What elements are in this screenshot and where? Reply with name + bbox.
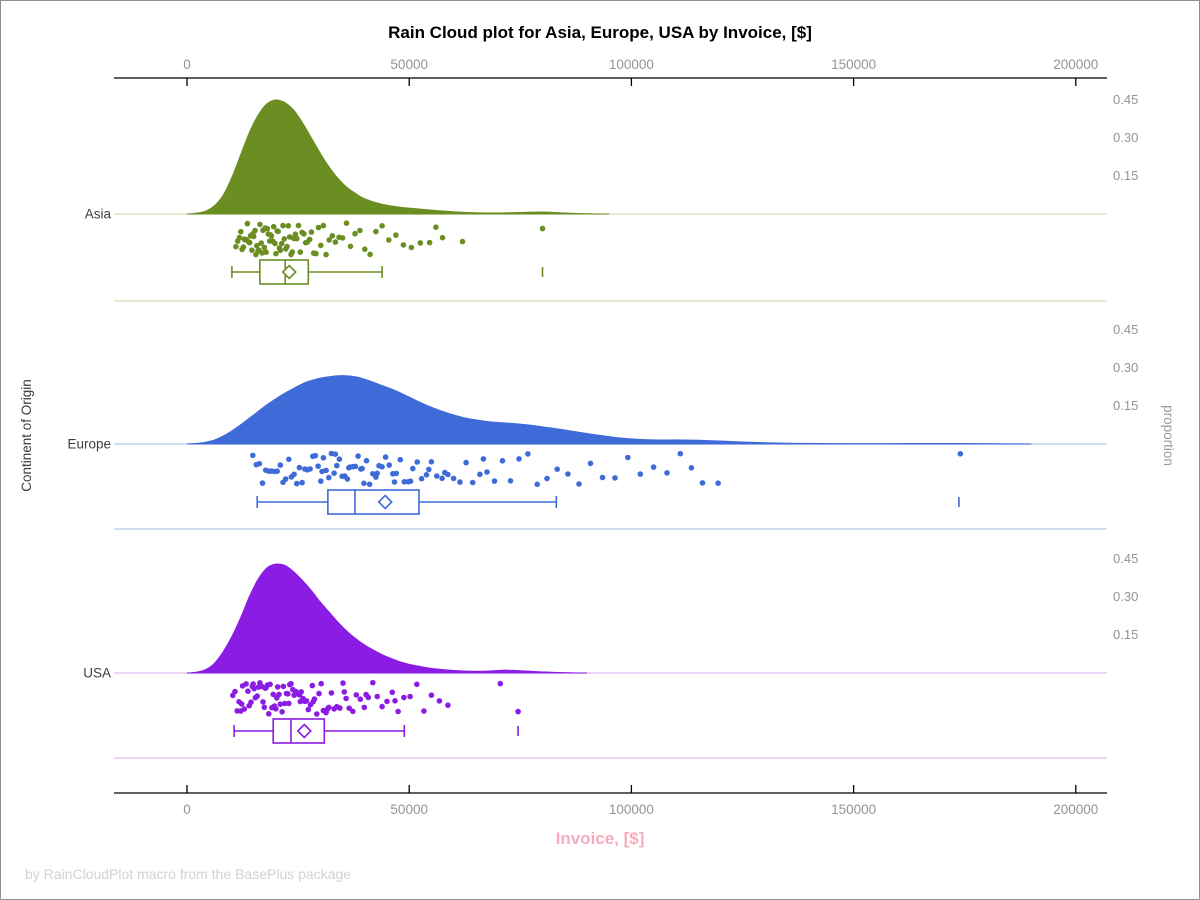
asia-density-cloud xyxy=(186,99,610,215)
bottom-axis-tick-label: 0 xyxy=(183,802,191,817)
right-axis-label-wrap: proportion xyxy=(1153,78,1183,793)
top-axis-tick-label: 0 xyxy=(183,57,191,72)
top-axis-tick-label: 150000 xyxy=(831,57,876,72)
usa-density-cloud xyxy=(186,563,588,674)
asia-proportion-tick-label: 0.15 xyxy=(1113,168,1138,183)
europe-proportion-tick-label: 0.45 xyxy=(1113,322,1138,337)
asia-strip-points xyxy=(233,220,546,258)
usa-strip-points xyxy=(230,679,521,717)
top-axis-tick-label: 50000 xyxy=(390,57,428,72)
europe-strip-points xyxy=(250,450,964,488)
usa-proportion-tick-label: 0.30 xyxy=(1113,589,1138,604)
bottom-axis-tick-label: 100000 xyxy=(609,802,654,817)
europe-proportion-tick-label: 0.15 xyxy=(1113,398,1138,413)
usa-proportion-tick-label: 0.15 xyxy=(1113,627,1138,642)
bottom-axis-tick-label: 150000 xyxy=(831,802,876,817)
bottom-axis-tick-label: 200000 xyxy=(1053,802,1098,817)
usa-proportion-tick-label: 0.45 xyxy=(1113,551,1138,566)
category-label-usa: USA xyxy=(83,666,111,681)
category-label-europe: Europe xyxy=(67,437,111,452)
footer-credit: by RainCloudPlot macro from the BasePlus… xyxy=(25,866,352,882)
asia-proportion-tick-label: 0.45 xyxy=(1113,92,1138,107)
chart-title: Rain Cloud plot for Asia, Europe, USA by… xyxy=(388,23,812,42)
usa-boxplot xyxy=(233,718,519,744)
asia-boxplot xyxy=(231,259,544,285)
x-axis-label: Invoice, [$] xyxy=(555,829,645,848)
right-axis-label: proportion xyxy=(1160,405,1176,466)
europe-density-cloud xyxy=(186,375,1032,445)
category-label-asia: Asia xyxy=(85,207,112,222)
europe-proportion-tick-label: 0.30 xyxy=(1113,360,1138,375)
y-axis-label-wrap: Continent of Origin xyxy=(11,78,41,793)
asia-proportion-tick-label: 0.30 xyxy=(1113,130,1138,145)
bottom-axis-tick-label: 50000 xyxy=(390,802,428,817)
top-axis-tick-label: 100000 xyxy=(609,57,654,72)
europe-boxplot xyxy=(256,489,960,515)
top-axis-tick-label: 200000 xyxy=(1053,57,1098,72)
y-axis-label: Continent of Origin xyxy=(18,379,34,492)
